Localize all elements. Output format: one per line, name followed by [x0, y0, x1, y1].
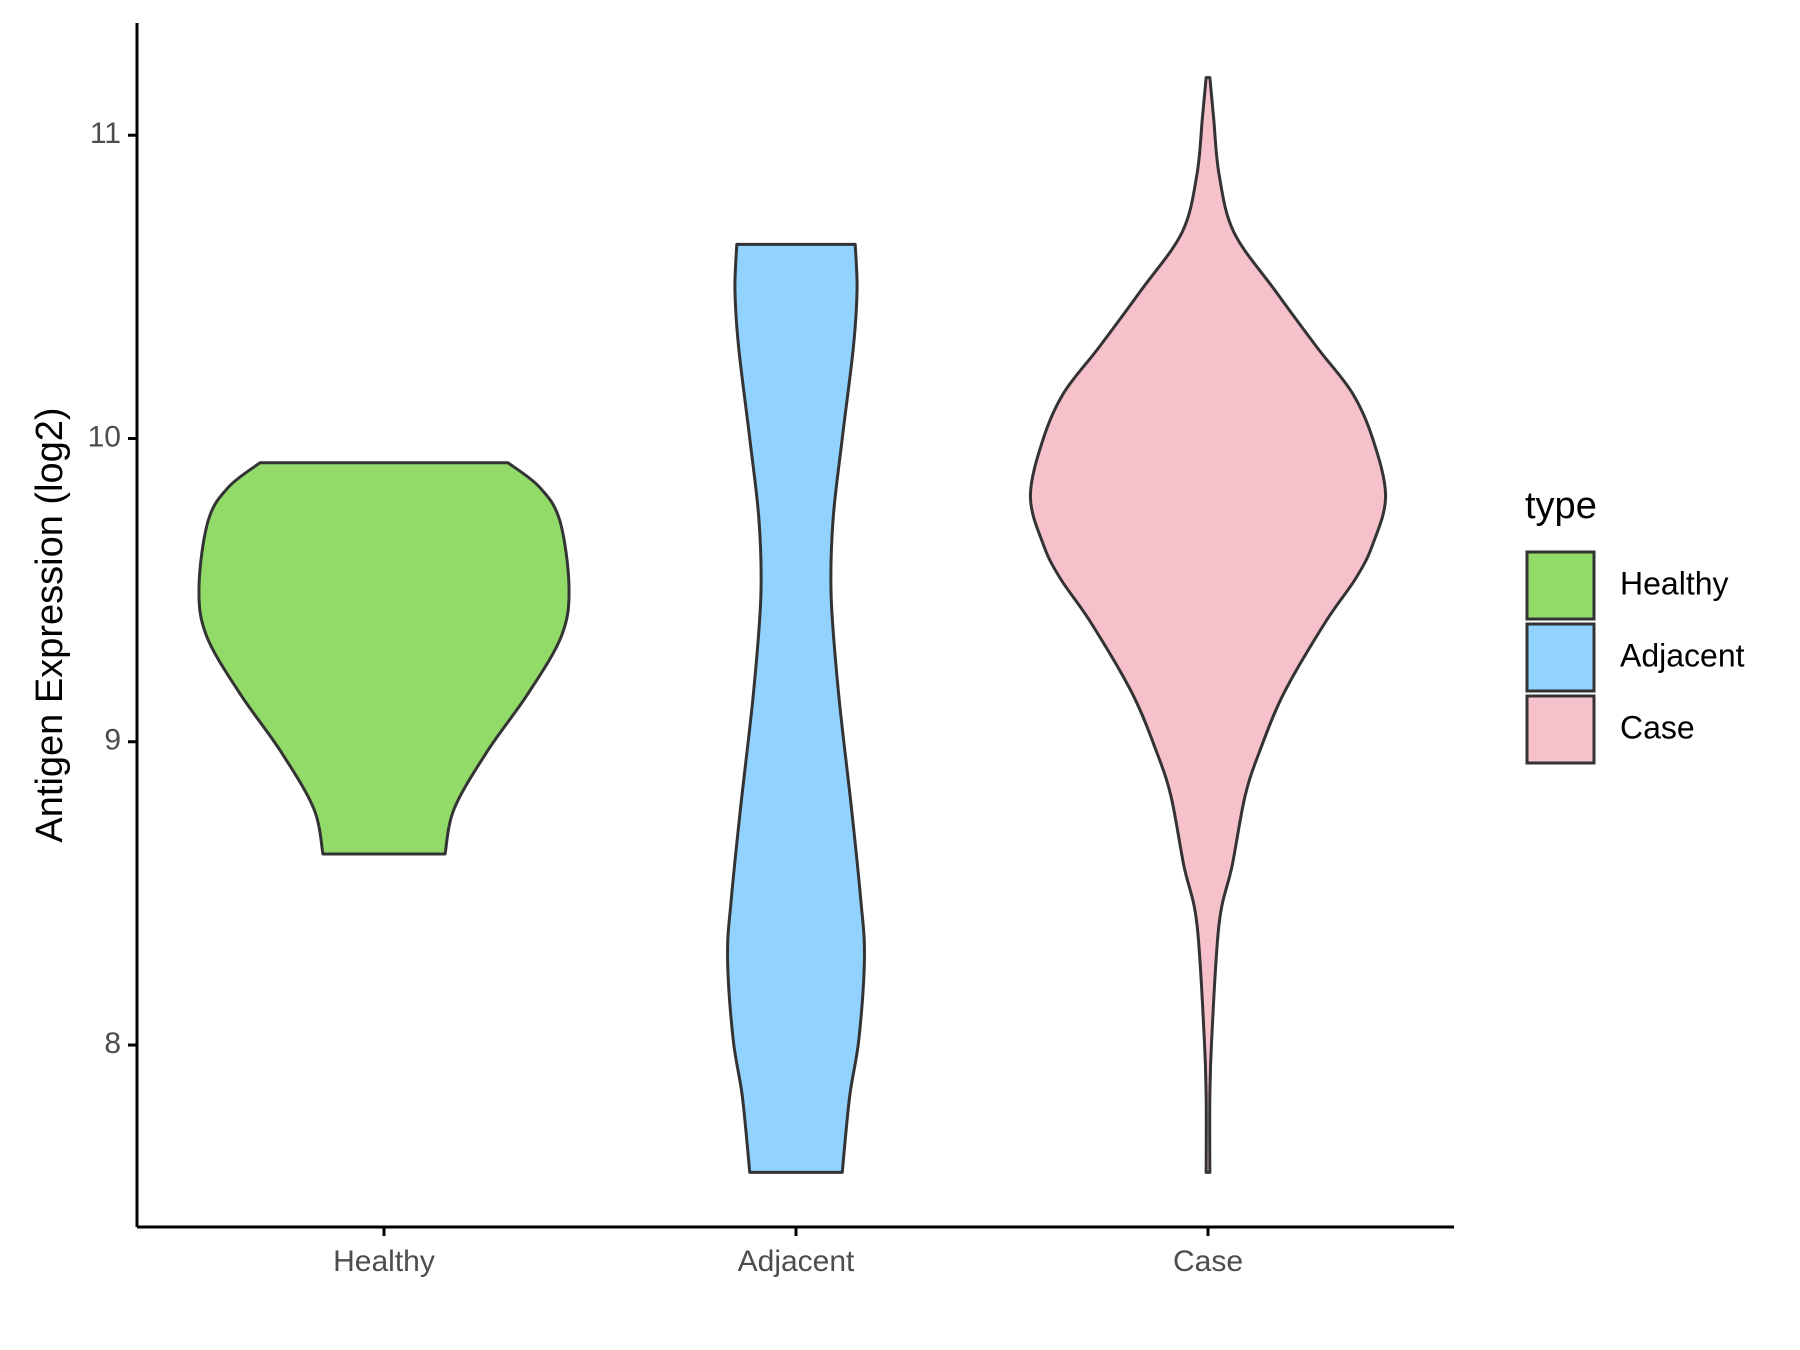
legend-key: [1525, 622, 1596, 693]
legend-key: [1525, 550, 1596, 621]
x-tick-label: Adjacent: [738, 1245, 855, 1278]
y-tick-label: 8: [104, 1027, 121, 1060]
x-tick-label: Healthy: [333, 1245, 435, 1278]
legend-key: [1525, 694, 1596, 765]
violin: [1028, 76, 1388, 1174]
x-tick-label: Case: [1173, 1245, 1243, 1278]
violin: [726, 242, 866, 1174]
y-tick-label: 10: [88, 420, 121, 453]
legend-label: Case: [1620, 709, 1695, 745]
legend-label: Healthy: [1620, 565, 1729, 601]
y-tick-label: 11: [90, 117, 121, 150]
y-tick-label: 9: [104, 724, 121, 757]
legend-title: type: [1525, 485, 1597, 527]
y-axis-title: Antigen Expression (log2): [29, 407, 71, 842]
legend-label: Adjacent: [1620, 637, 1745, 673]
violin: [197, 461, 571, 856]
